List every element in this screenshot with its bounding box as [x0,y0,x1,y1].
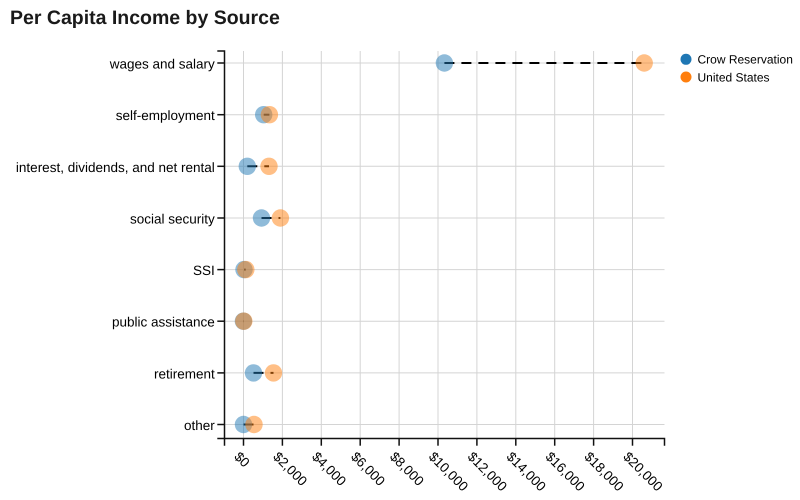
svg-text:self-employment: self-employment [116,108,215,123]
svg-text:SSI: SSI [193,263,215,278]
svg-text:social security: social security [130,212,215,227]
svg-text:wages and salary: wages and salary [109,57,215,72]
svg-text:United States: United States [698,70,770,84]
svg-text:interest, dividends, and net r: interest, dividends, and net rental [16,160,215,175]
svg-text:Per Capita Income by Source: Per Capita Income by Source [10,7,280,29]
svg-text:Crow Reservation: Crow Reservation [698,53,793,67]
svg-text:other: other [184,418,215,433]
svg-text:retirement: retirement [154,366,215,381]
svg-text:public assistance: public assistance [112,315,215,330]
